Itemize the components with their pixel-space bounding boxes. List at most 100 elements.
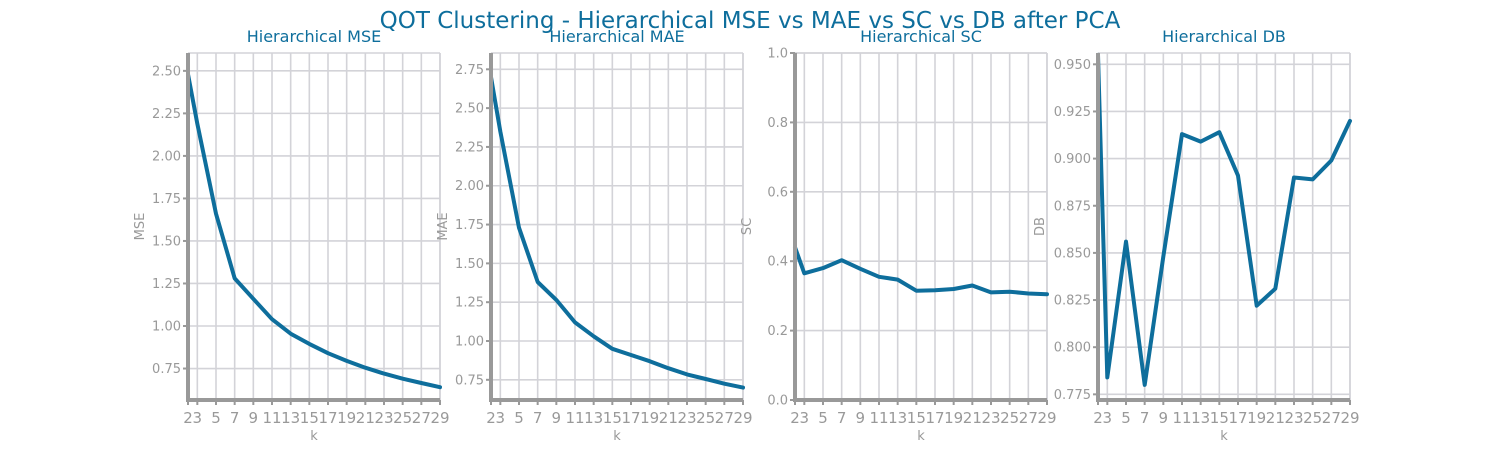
x-tick-label: 29	[1037, 409, 1056, 427]
x-tick-label: 7	[837, 409, 847, 427]
x-tick-label: 2	[486, 409, 496, 427]
x-tick-label: 13	[281, 409, 300, 427]
x-tick-label: 9	[856, 409, 866, 427]
x-tick-label: 23	[1284, 409, 1303, 427]
y-tick-label: 0.900	[1054, 152, 1091, 167]
y-tick-label: 2.25	[455, 140, 484, 155]
y-tick-label: 0.0	[767, 394, 788, 409]
x-tick-label: 17	[318, 409, 337, 427]
x-tick-label: 29	[1340, 409, 1359, 427]
figure-suptitle: QOT Clustering - Hierarchical MSE vs MAE…	[380, 8, 1121, 34]
subplot-2: 0.751.001.251.501.752.002.252.502.752 3 5 7…	[436, 27, 753, 444]
x-axis-label: k	[917, 429, 925, 444]
y-tick-label: 2.00	[152, 149, 181, 164]
y-tick-label: 1.25	[152, 277, 181, 292]
x-tick-label: 27	[1322, 409, 1341, 427]
subplot-3: 0.00.20.40.60.81.02 3 5 7 9 11 13 15 17 19 21 23 25 2…	[740, 27, 1057, 444]
x-tick-label: 11	[1172, 409, 1191, 427]
y-tick-label: 2.75	[455, 63, 484, 78]
x-tick-label: 17	[925, 409, 944, 427]
x-tick-label: 2	[1093, 409, 1103, 427]
y-tick-label: 0.825	[1054, 294, 1091, 309]
x-tick-label: 23	[677, 409, 696, 427]
y-tick-label: 0.875	[1054, 199, 1091, 214]
y-tick-label: 0.775	[1054, 388, 1091, 403]
x-tick-label: 17	[621, 409, 640, 427]
x-tick-label: 9	[1159, 409, 1169, 427]
y-tick-label: 0.4	[767, 255, 788, 270]
x-tick-label: 15	[1210, 409, 1229, 427]
y-tick-label: 0.925	[1054, 105, 1091, 120]
x-tick-label: 13	[888, 409, 907, 427]
x-tick-label: 5	[514, 409, 524, 427]
y-tick-label: 0.950	[1054, 58, 1091, 73]
subplot-title: Hierarchical SC	[860, 27, 982, 46]
x-tick-label: 19	[1247, 409, 1266, 427]
x-tick-label: 19	[337, 409, 356, 427]
x-tick-label: 29	[733, 409, 752, 427]
x-tick-label: 9	[249, 409, 259, 427]
x-tick-label: 15	[603, 409, 622, 427]
series-line	[186, 72, 442, 390]
y-tick-label: 0.6	[767, 185, 788, 200]
x-tick-label: 25	[1303, 409, 1322, 427]
x-tick-label: 5	[211, 409, 221, 427]
y-tick-label: 0.2	[767, 324, 788, 339]
x-tick-label: 27	[412, 409, 431, 427]
y-tick-label: 2.50	[455, 102, 484, 117]
y-tick-label: 1.50	[455, 257, 484, 272]
series-line	[489, 75, 745, 390]
subplot-title: Hierarchical MAE	[549, 27, 684, 46]
x-tick-label: 5	[1121, 409, 1131, 427]
x-tick-label: 25	[393, 409, 412, 427]
x-tick-label: 19	[944, 409, 963, 427]
y-tick-label: 1.75	[455, 218, 484, 233]
subplot-title: Hierarchical DB	[1162, 27, 1286, 46]
x-tick-label: 3	[496, 409, 506, 427]
x-tick-label: 3	[193, 409, 203, 427]
y-tick-label: 0.75	[455, 373, 484, 388]
y-tick-label: 1.0	[767, 47, 788, 62]
x-tick-label: 5	[818, 409, 828, 427]
y-tick-label: 0.75	[152, 362, 181, 377]
x-tick-label: 15	[907, 409, 926, 427]
x-tick-label: 21	[659, 409, 678, 427]
y-tick-label: 0.8	[767, 116, 788, 131]
subplots: 0.751.001.251.501.752.002.252.502 3 5 7 9 11 1…	[133, 27, 1360, 444]
y-tick-label: 1.50	[152, 234, 181, 249]
y-axis-label: SC	[740, 218, 755, 235]
series-line	[793, 245, 1049, 297]
x-tick-label: 29	[430, 409, 449, 427]
x-tick-label: 27	[1019, 409, 1038, 427]
x-tick-label: 27	[715, 409, 734, 427]
y-tick-label: 2.25	[152, 107, 181, 122]
x-tick-label: 9	[552, 409, 562, 427]
y-tick-label: 2.50	[152, 64, 181, 79]
subplot-4: 0.775 0.800 0.825 0.850 0.875 0.900 0.925 0.950…	[1033, 27, 1360, 444]
x-tick-label: 21	[356, 409, 375, 427]
x-axis-label: k	[1220, 429, 1228, 444]
x-tick-label: 13	[1191, 409, 1210, 427]
x-tick-label: 11	[869, 409, 888, 427]
y-tick-label: 1.00	[455, 335, 484, 350]
y-tick-label: 2.00	[455, 179, 484, 194]
y-axis-label: MSE	[133, 213, 148, 241]
x-tick-label: 21	[1266, 409, 1285, 427]
x-tick-label: 11	[262, 409, 281, 427]
x-tick-label: 17	[1228, 409, 1247, 427]
subplot-title: Hierarchical MSE	[247, 27, 382, 46]
x-tick-label: 11	[565, 409, 584, 427]
y-axis-label: MAE	[436, 212, 451, 240]
x-tick-label: 25	[1000, 409, 1019, 427]
x-axis-label: k	[613, 429, 621, 444]
y-tick-label: 0.800	[1054, 341, 1091, 356]
x-tick-label: 21	[963, 409, 982, 427]
x-tick-label: 7	[230, 409, 240, 427]
x-tick-label: 3	[800, 409, 810, 427]
y-tick-label: 1.75	[152, 192, 181, 207]
x-tick-label: 25	[696, 409, 715, 427]
y-tick-label: 0.850	[1054, 246, 1091, 261]
x-tick-label: 7	[533, 409, 543, 427]
y-tick-label: 1.25	[455, 296, 484, 311]
